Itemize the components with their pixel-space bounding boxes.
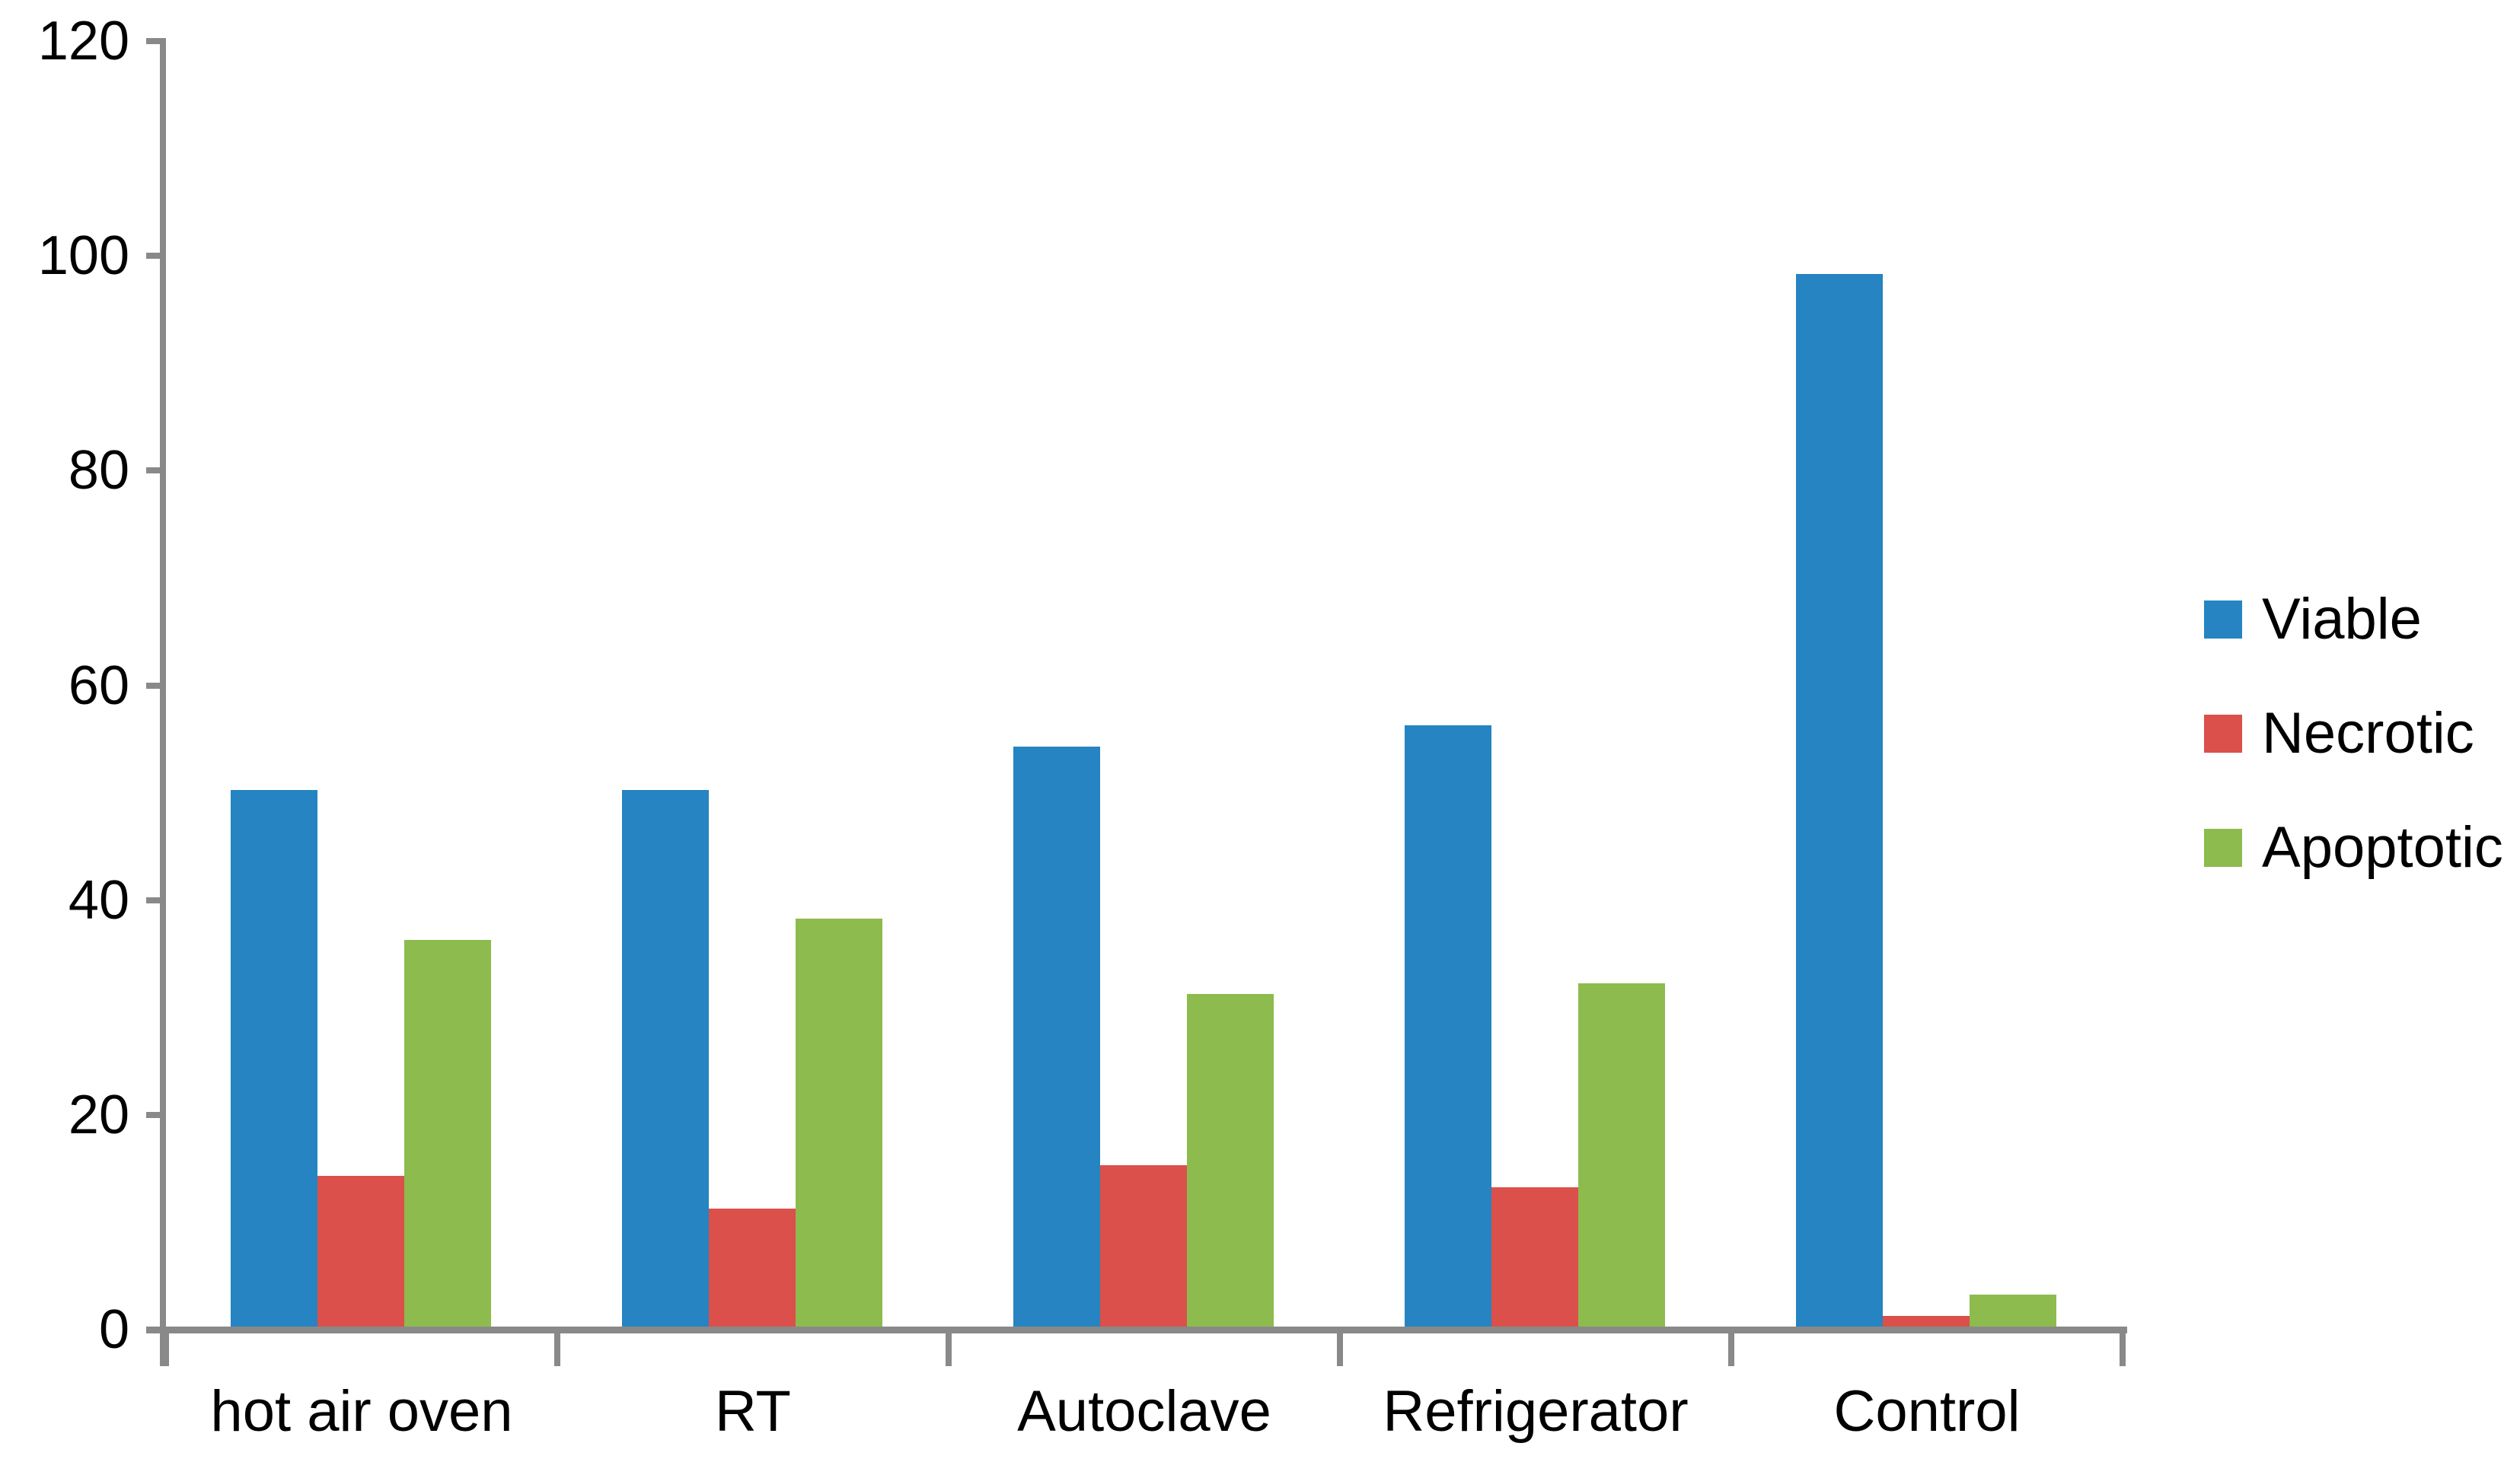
bar-necrotic-refrigerator — [1491, 1187, 1578, 1327]
y-tick-mark — [146, 682, 166, 689]
legend-label-necrotic: Necrotic — [2262, 701, 2474, 766]
y-tick-mark — [146, 897, 166, 903]
x-category-label-autoclave: Autoclave — [1017, 1379, 1271, 1444]
bar-apoptotic-rt — [796, 918, 882, 1327]
y-tick-mark — [146, 1111, 166, 1118]
bar-apoptotic-hot-air-oven — [404, 940, 491, 1327]
bar-viable-control — [1796, 274, 1883, 1327]
bar-necrotic-hot-air-oven — [317, 1176, 404, 1327]
bar-necrotic-control — [1883, 1315, 1970, 1327]
bar-necrotic-rt — [709, 1208, 796, 1327]
x-category-label-hot-air-oven: hot air oven — [210, 1379, 513, 1444]
x-category-label-rt: RT — [715, 1379, 791, 1444]
bar-viable-autoclave — [1013, 747, 1100, 1327]
y-axis — [160, 41, 166, 1366]
y-tick-label-120: 120 — [37, 11, 129, 72]
x-category-label-refrigerator: Refrigerator — [1383, 1379, 1689, 1444]
x-category-label-control: Control — [1833, 1379, 2021, 1444]
legend-item-viable: Viable — [2204, 588, 2503, 651]
x-tick-mark — [1337, 1330, 1343, 1366]
x-tick-mark — [2120, 1330, 2126, 1366]
y-tick-mark — [146, 38, 166, 44]
legend-label-viable: Viable — [2262, 587, 2422, 651]
legend-item-apoptotic: Apoptotic — [2204, 816, 2503, 880]
y-tick-label-40: 40 — [68, 869, 129, 931]
legend-label-apoptotic: Apoptotic — [2262, 815, 2503, 880]
legend-swatch-apoptotic — [2204, 829, 2242, 867]
bar-apoptotic-refrigerator — [1578, 983, 1665, 1327]
y-tick-mark — [146, 253, 166, 260]
y-tick-label-100: 100 — [37, 225, 129, 287]
x-tick-mark — [554, 1330, 560, 1366]
x-axis — [146, 1327, 2127, 1333]
x-tick-mark — [946, 1330, 952, 1366]
bar-viable-hot-air-oven — [231, 789, 317, 1327]
y-tick-label-60: 60 — [68, 655, 129, 716]
legend-swatch-viable — [2204, 600, 2242, 639]
y-tick-label-20: 20 — [68, 1084, 129, 1145]
y-tick-mark — [146, 467, 166, 474]
bar-apoptotic-control — [1970, 1294, 2056, 1327]
bar-viable-refrigerator — [1405, 725, 1491, 1327]
bar-necrotic-autoclave — [1100, 1165, 1187, 1327]
x-tick-mark — [163, 1330, 169, 1366]
bar-apoptotic-autoclave — [1187, 993, 1274, 1327]
legend-item-necrotic: Necrotic — [2204, 702, 2503, 766]
legend-swatch-necrotic — [2204, 715, 2242, 753]
y-tick-label-80: 80 — [68, 440, 129, 502]
x-tick-mark — [1728, 1330, 1734, 1366]
legend: Viable Necrotic Apoptotic — [2204, 588, 2503, 930]
bar-viable-rt — [622, 789, 709, 1327]
y-tick-label-0: 0 — [98, 1299, 129, 1360]
